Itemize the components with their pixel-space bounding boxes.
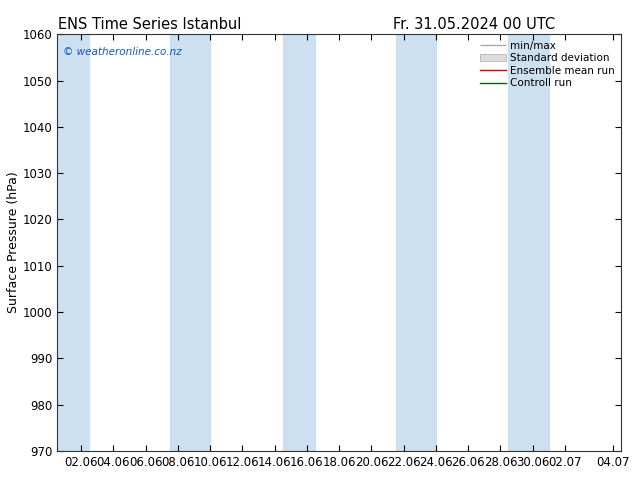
Text: Fr. 31.05.2024 00 UTC: Fr. 31.05.2024 00 UTC [393,17,555,32]
Legend: min/max, Standard deviation, Ensemble mean run, Controll run: min/max, Standard deviation, Ensemble me… [477,37,618,92]
Bar [170,34,210,451]
Bar [49,34,89,451]
Bar [396,34,436,451]
Y-axis label: Surface Pressure (hPa): Surface Pressure (hPa) [7,172,20,314]
Bar [508,34,549,451]
Text: © weatheronline.co.nz: © weatheronline.co.nz [63,47,181,57]
Bar [283,34,315,451]
Text: ENS Time Series Istanbul: ENS Time Series Istanbul [58,17,241,32]
